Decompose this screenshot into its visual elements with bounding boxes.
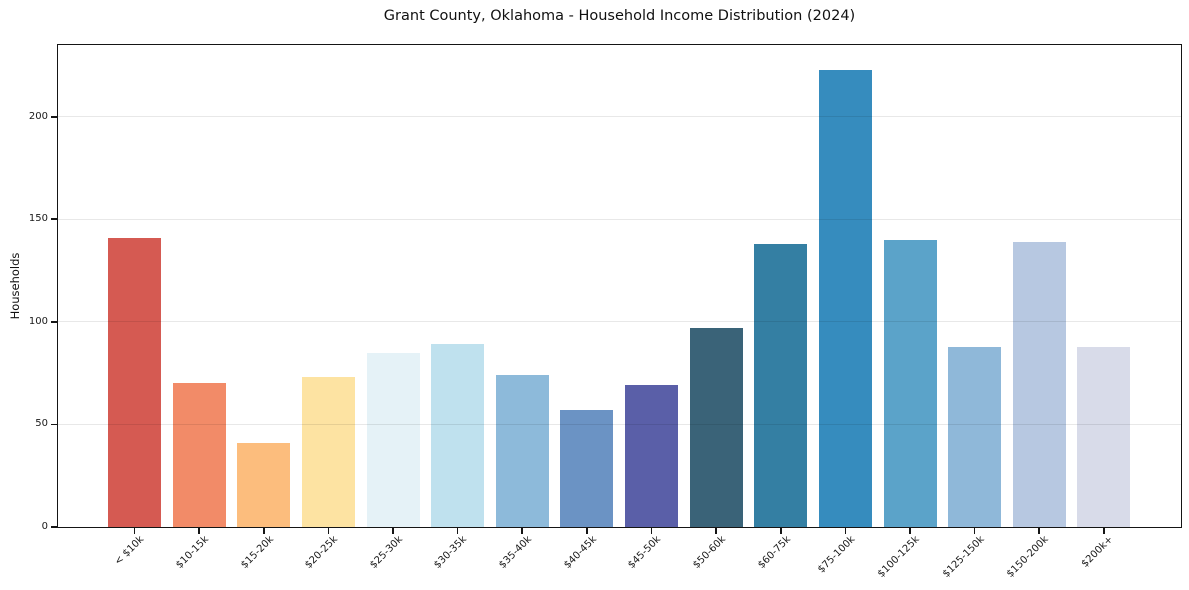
x-tick-mark xyxy=(198,528,200,534)
x-tick-mark xyxy=(521,528,524,534)
bar-4 xyxy=(366,352,420,527)
x-tick-mark xyxy=(973,528,976,534)
bar-12 xyxy=(883,239,937,527)
y-tick-label: 50 xyxy=(35,418,48,430)
x-tick-label-text: $75-100k xyxy=(815,534,858,576)
y-tick-label: 0 xyxy=(41,521,48,532)
x-tick-mark xyxy=(650,528,653,534)
bar-9 xyxy=(689,328,743,527)
x-tick-mark xyxy=(327,528,330,534)
x-tick-label-text: $125-150k xyxy=(940,534,987,580)
x-tick-label-text: $100-125k xyxy=(875,534,922,580)
gridline-100 xyxy=(58,321,1181,323)
x-tick-mark xyxy=(586,528,588,534)
x-tick-mark xyxy=(392,528,394,534)
bar-7 xyxy=(560,410,614,527)
x-tick-mark xyxy=(1103,528,1105,534)
bar-5 xyxy=(431,344,485,527)
x-tick-mark xyxy=(133,528,136,534)
x-tick-label-text: $150-200k xyxy=(1005,534,1052,580)
x-tick-mark xyxy=(779,528,782,534)
x-tick-label-text: $35-40k xyxy=(497,534,535,571)
bar-15 xyxy=(1077,346,1131,527)
bar-10 xyxy=(754,243,808,527)
bar-3 xyxy=(301,377,355,527)
bar-8 xyxy=(625,385,678,527)
x-tick-label-text: $20-25k xyxy=(303,534,341,571)
bar-11 xyxy=(818,69,872,527)
bar-0 xyxy=(108,237,161,527)
bar-14 xyxy=(1012,241,1066,527)
bar-2 xyxy=(237,442,291,527)
x-tick-label-text: $45-50k xyxy=(626,534,664,571)
plot-area xyxy=(58,45,1181,527)
x-tick-mark xyxy=(262,528,265,534)
x-tick-mark xyxy=(456,528,459,534)
y-tick-mark xyxy=(51,526,57,528)
x-tick-label-text: $200k+ xyxy=(1079,534,1116,570)
gridline-200 xyxy=(58,116,1181,118)
y-tick-mark xyxy=(51,218,57,221)
bar-6 xyxy=(495,375,549,527)
bar-1 xyxy=(172,383,226,527)
x-tick-label-text: $40-45k xyxy=(561,534,599,571)
x-tick-label-text: $50-60k xyxy=(690,534,728,571)
x-tick-label-text: < $10k xyxy=(112,534,147,568)
y-tick-mark xyxy=(51,115,57,118)
y-tick-mark xyxy=(51,423,57,426)
chart-title: Grant County, Oklahoma - Household Incom… xyxy=(383,8,856,24)
x-tick-label-text: $60-75k xyxy=(755,534,793,571)
bar-13 xyxy=(948,346,1002,527)
x-tick-label-text: $30-35k xyxy=(432,534,470,571)
y-tick-mark xyxy=(51,321,57,323)
x-tick-mark xyxy=(1038,528,1041,534)
gridline-50 xyxy=(58,423,1181,425)
y-tick-label: 150 xyxy=(28,213,48,225)
y-tick-label: 200 xyxy=(28,110,48,122)
x-tick-label-text: $10-15k xyxy=(173,534,211,571)
x-tick-mark xyxy=(844,528,847,534)
x-tick-label-text: $15-20k xyxy=(238,534,276,571)
x-tick-mark xyxy=(909,528,911,534)
y-axis-label: Households xyxy=(8,252,22,320)
x-tick-mark xyxy=(715,528,717,534)
gridline-150 xyxy=(58,218,1181,220)
x-tick-label-text: $25-30k xyxy=(367,534,405,571)
y-tick-label: 100 xyxy=(28,315,48,327)
